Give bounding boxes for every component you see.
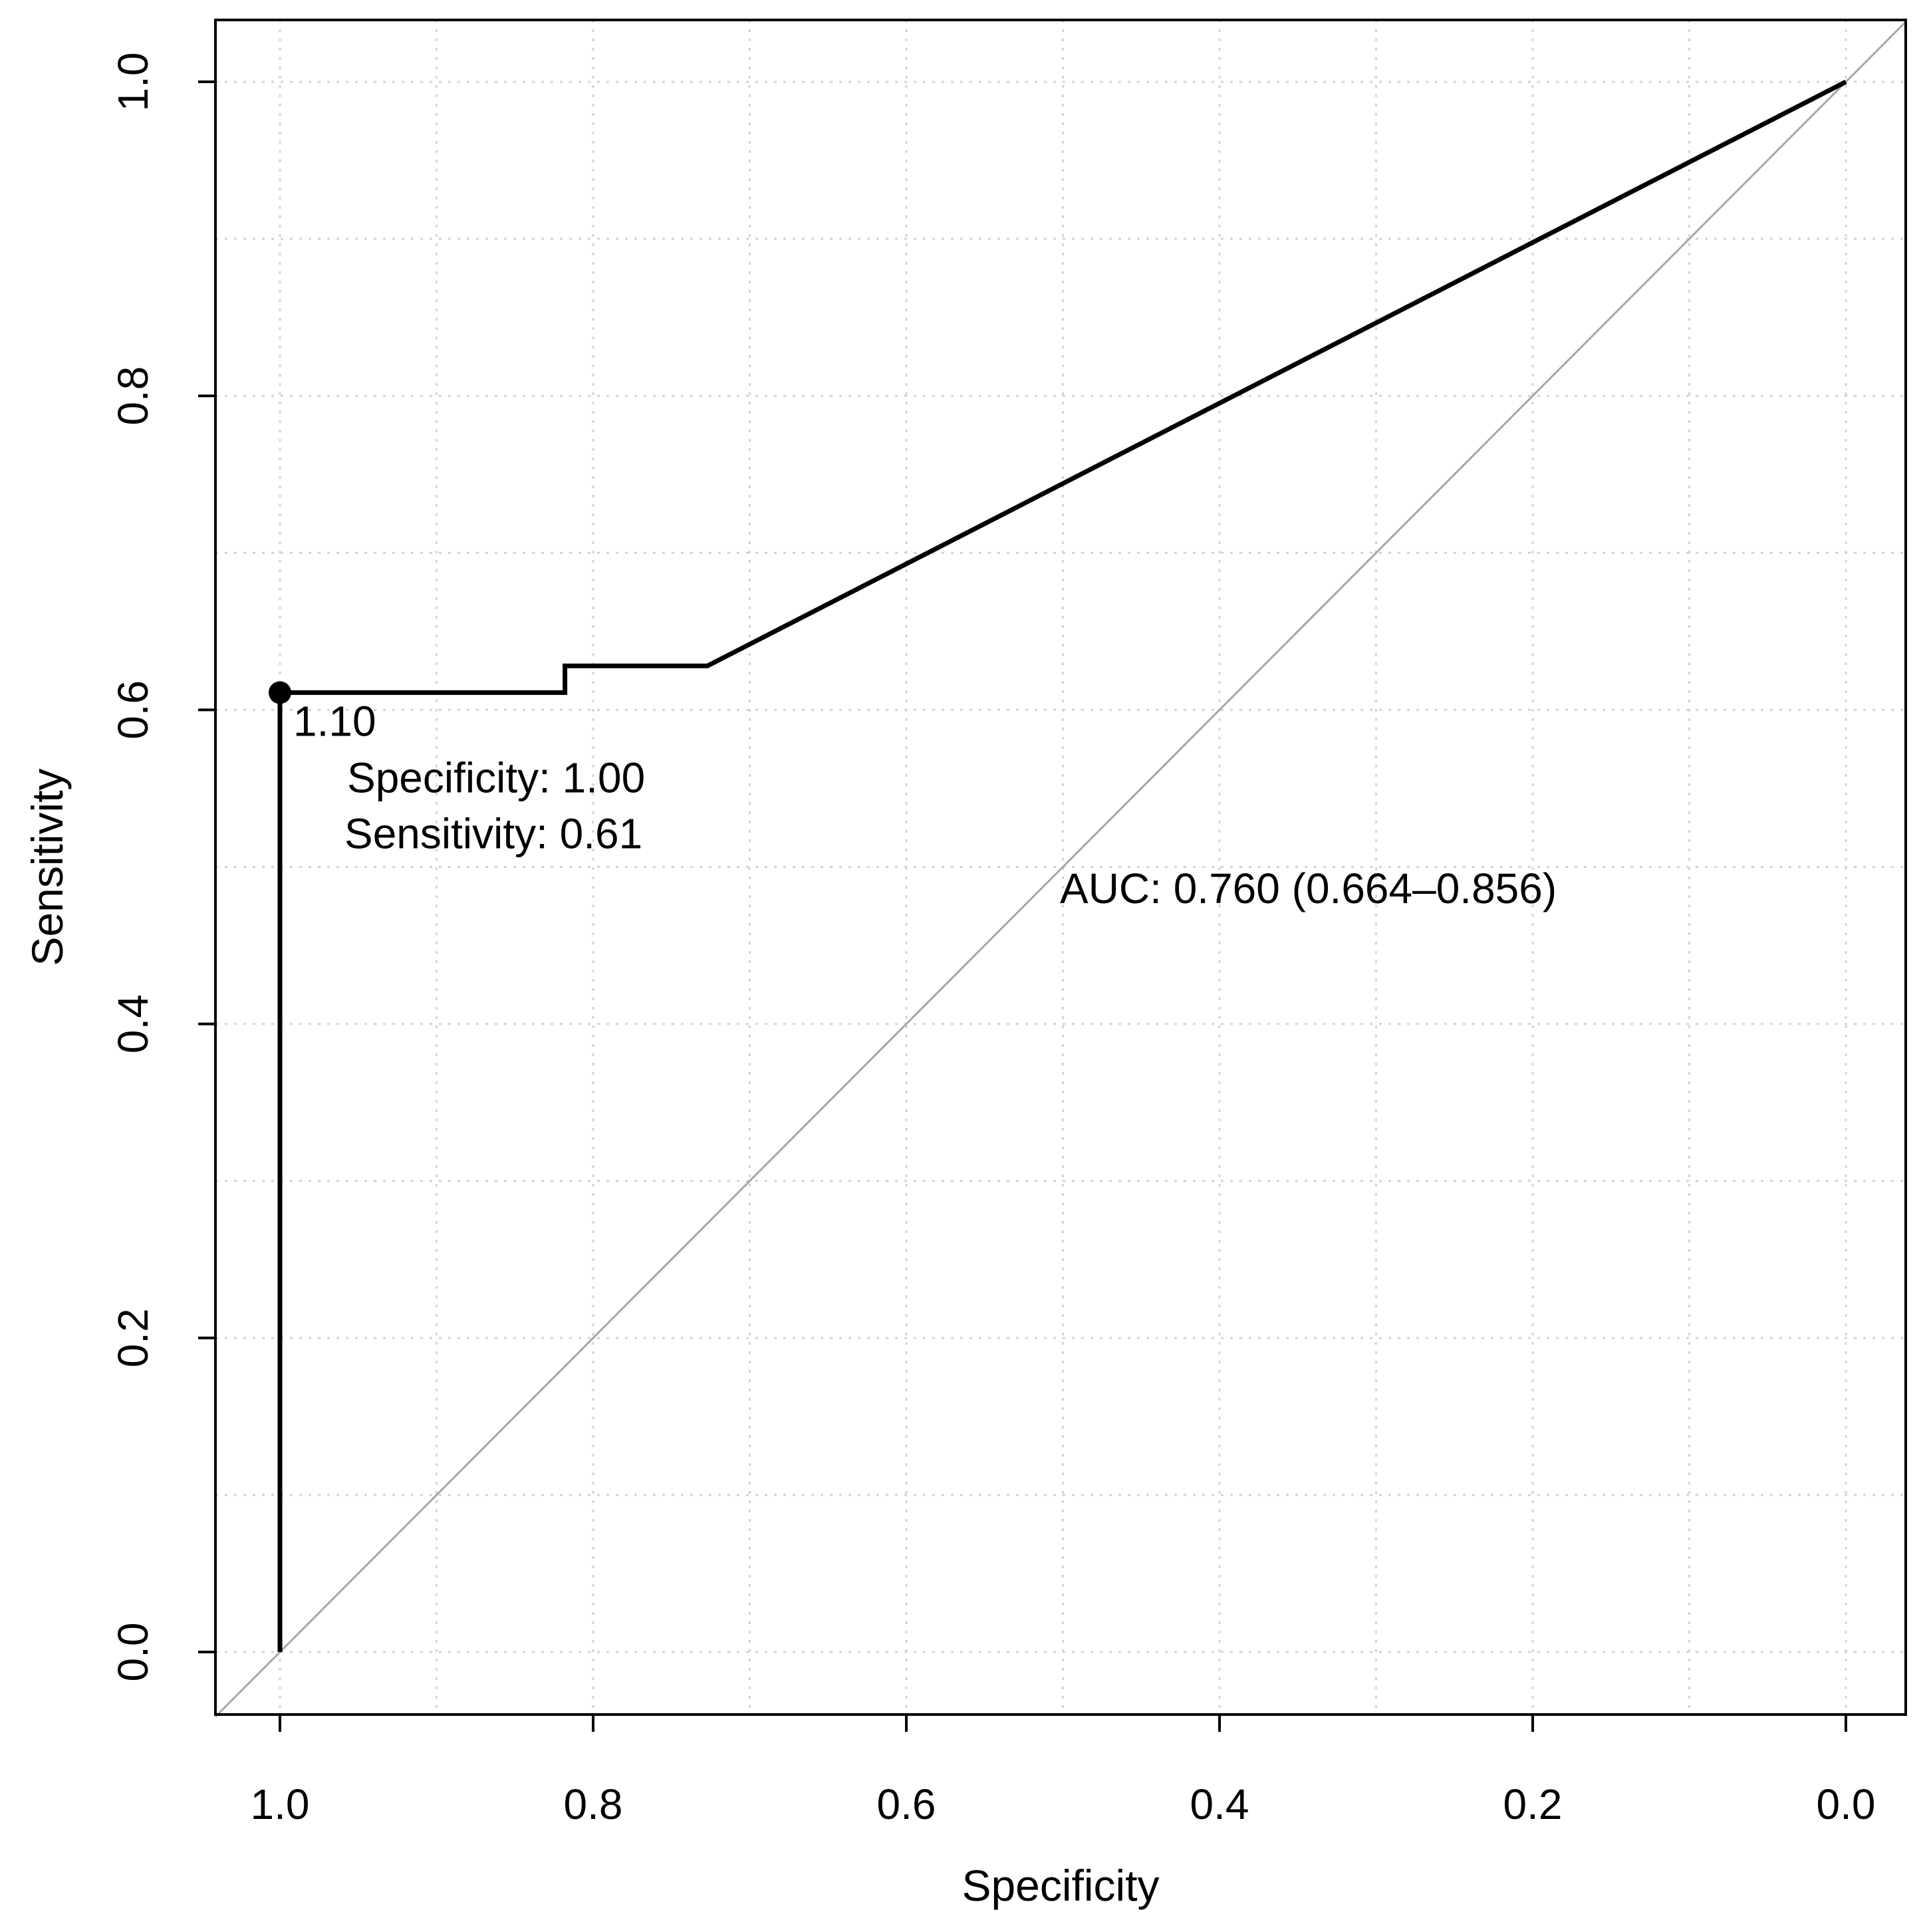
- y-tick-label: 0.2: [109, 1308, 157, 1367]
- reference-diagonal: [214, 21, 1907, 1718]
- x-tick-label: 0.0: [1817, 1780, 1876, 1828]
- y-tick-label: 0.6: [109, 680, 157, 740]
- x-tick-label: 0.6: [877, 1780, 936, 1828]
- x-tick-label: 0.4: [1190, 1780, 1249, 1828]
- threshold-specificity-text: Specificity: 1.00: [347, 754, 645, 801]
- auc-annotation: AUC: 0.760 (0.664–0.856): [1060, 865, 1557, 912]
- y-tick-label: 0.8: [109, 366, 157, 426]
- y-tick-label: 1.0: [109, 53, 157, 112]
- y-axis-title: Sensitivity: [23, 768, 72, 966]
- threshold-point: [269, 681, 291, 704]
- y-tick-label: 0.4: [109, 994, 157, 1053]
- threshold-label: 1.10: [293, 697, 376, 745]
- roc-curve-line: [277, 79, 1847, 1652]
- axes: 1.0 0.8 0.6 0.4 0.2 0.0 0.0 0.2 0.4 0.6 0.8 1.0: [109, 53, 1875, 1828]
- x-tick-label: 1.0: [251, 1780, 310, 1828]
- x-tick-label: 0.8: [564, 1780, 623, 1828]
- roc-curve: [277, 79, 1847, 1652]
- threshold-sensitivity-text: Sensitivity: 0.61: [344, 809, 642, 857]
- y-tick-label: 0.0: [109, 1623, 157, 1682]
- plot-frame: [214, 19, 1907, 1716]
- reference-line: [214, 21, 1907, 1718]
- x-axis-title: Specificity: [962, 1861, 1159, 1910]
- x-tick-label: 0.2: [1503, 1780, 1563, 1828]
